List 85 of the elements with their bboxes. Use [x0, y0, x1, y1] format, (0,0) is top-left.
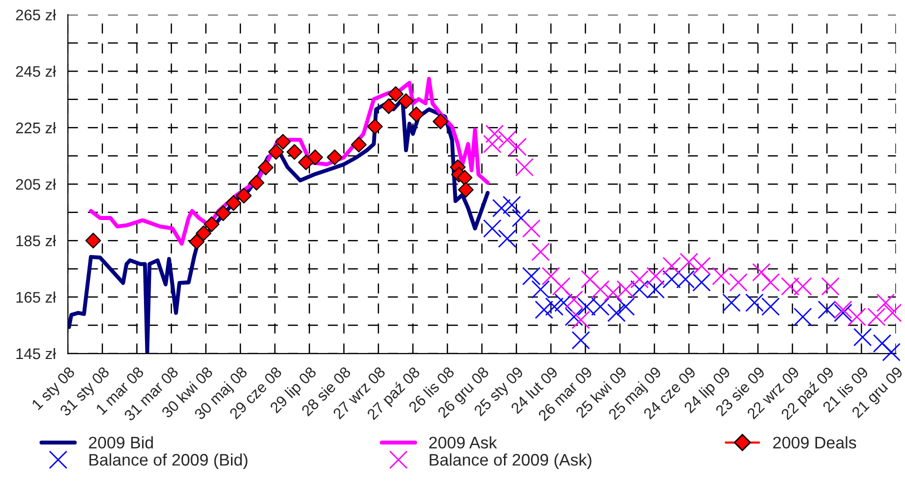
point — [307, 149, 323, 166]
point — [534, 300, 554, 319]
point — [554, 294, 573, 312]
legend-label: Balance of 2009 (Bid) — [90, 453, 248, 470]
point — [298, 154, 314, 170]
point — [580, 270, 600, 288]
y-tick-label: 205 zł — [16, 178, 56, 190]
legend-label: 2009 Ask — [429, 436, 498, 449]
legend-label: Balance of 2009 (Ask) — [430, 453, 592, 470]
point — [498, 130, 516, 149]
point — [456, 170, 472, 186]
point — [408, 106, 424, 122]
point — [761, 273, 780, 292]
point — [432, 114, 448, 130]
point — [85, 232, 102, 248]
point — [607, 304, 626, 322]
point — [616, 280, 635, 299]
legend-label: 2009 Deals — [773, 436, 856, 449]
point — [498, 229, 516, 248]
point — [367, 118, 383, 134]
point — [226, 195, 242, 211]
point — [572, 331, 590, 350]
point — [286, 144, 302, 160]
point — [872, 334, 892, 353]
point — [722, 294, 741, 312]
point — [712, 266, 730, 286]
point — [680, 252, 698, 272]
point — [853, 328, 872, 346]
point — [531, 280, 550, 299]
point — [380, 98, 397, 114]
y-tick-label: 265 zł — [16, 9, 56, 20]
y-tick-label: 145 zł — [16, 348, 56, 360]
point — [692, 256, 711, 276]
point — [326, 149, 343, 166]
point — [883, 304, 902, 322]
point — [268, 144, 284, 160]
point — [204, 216, 220, 232]
point — [351, 136, 367, 152]
point — [745, 294, 764, 312]
point — [882, 342, 901, 362]
point — [388, 86, 404, 102]
point — [662, 256, 681, 276]
point — [398, 93, 414, 109]
point — [275, 134, 291, 150]
point — [483, 134, 502, 154]
point — [188, 234, 205, 250]
y-tick-label: 165 zł — [16, 292, 56, 303]
y-tick-label: 225 zł — [16, 122, 56, 134]
y-tick-label: 245 zł — [16, 66, 56, 77]
point — [834, 300, 852, 319]
legend-label: 2009 Bid — [88, 436, 153, 449]
point — [502, 196, 522, 214]
line-series — [88, 76, 490, 246]
point — [572, 310, 590, 330]
point — [258, 160, 274, 176]
point — [458, 182, 474, 198]
point — [729, 273, 748, 292]
point — [515, 158, 534, 176]
point — [564, 308, 584, 326]
point — [236, 188, 252, 204]
point — [591, 280, 610, 299]
point — [508, 138, 527, 156]
point — [215, 205, 231, 222]
point — [522, 266, 541, 286]
point — [248, 174, 264, 191]
point — [604, 283, 622, 302]
point — [761, 297, 780, 316]
point — [780, 277, 800, 296]
point — [876, 294, 895, 312]
point — [485, 124, 504, 144]
point — [564, 290, 584, 309]
point — [492, 198, 511, 218]
point — [522, 219, 541, 238]
point — [794, 277, 812, 296]
point — [531, 242, 550, 262]
point — [196, 225, 212, 242]
point — [542, 266, 560, 286]
point — [821, 277, 840, 296]
point — [616, 297, 635, 316]
point — [752, 263, 771, 282]
y-tick-label: 185 zł — [16, 235, 56, 246]
point — [545, 297, 564, 316]
point — [794, 308, 812, 326]
point — [552, 277, 570, 296]
point — [483, 219, 502, 238]
